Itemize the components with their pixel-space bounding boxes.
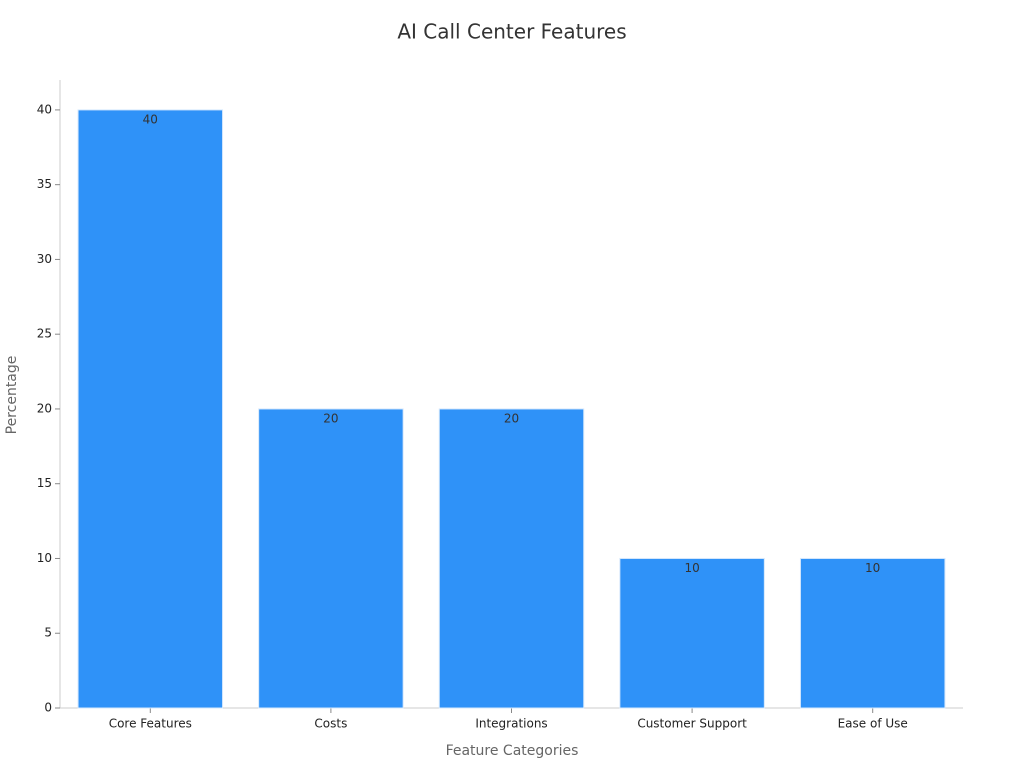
data-label: 20	[323, 411, 338, 425]
chart-title: AI Call Center Features	[397, 20, 626, 44]
x-axis-label: Feature Categories	[446, 743, 579, 759]
y-tick-label: 25	[37, 327, 52, 341]
y-tick-label: 0	[44, 701, 52, 715]
bar	[77, 109, 224, 709]
x-tick-label: Core Features	[109, 717, 192, 731]
y-tick-label: 15	[37, 476, 52, 490]
y-axis-label: Percentage	[4, 356, 20, 435]
y-tick-label: 30	[37, 252, 52, 266]
data-label: 20	[504, 411, 519, 425]
data-label: 10	[684, 561, 699, 575]
y-tick-label: 40	[37, 102, 52, 116]
y-tick-label: 5	[44, 626, 52, 640]
bar	[619, 557, 765, 709]
x-tick-label: Customer Support	[637, 717, 747, 731]
x-tick-label: Costs	[314, 717, 347, 731]
data-label: 40	[143, 112, 158, 126]
bar	[258, 408, 404, 709]
x-tick-label: Integrations	[475, 717, 547, 731]
bar	[799, 557, 946, 709]
x-tick-label: Ease of Use	[838, 717, 908, 731]
bar	[438, 408, 585, 709]
y-tick-label: 35	[37, 177, 52, 191]
y-tick-label: 10	[37, 551, 52, 565]
y-tick-label: 20	[37, 401, 52, 415]
data-label: 10	[865, 561, 880, 575]
